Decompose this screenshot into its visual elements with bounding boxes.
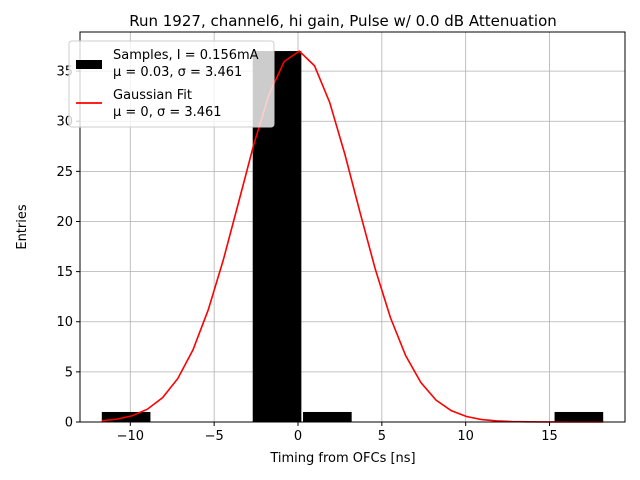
x-tick-label: 0 [294,429,302,444]
legend: Samples, I = 0.156mA μ = 0.03, σ = 3.461… [68,40,275,128]
y-tick-label: 25 [56,165,73,180]
x-tick-label: 5 [378,429,386,444]
y-axis-label: Entries [15,204,30,250]
plot-frame [79,31,626,423]
x-tick-label: −5 [205,429,224,444]
legend-samples-label: Samples, I = 0.156mA [113,48,259,63]
x-tick-label: 10 [457,429,474,444]
y-tick-label: 15 [56,265,73,280]
histogram-bar [303,411,352,422]
legend-fit-stats: μ = 0, σ = 3.461 [113,105,222,120]
legend-fit-label: Gaussian Fit [113,88,192,103]
chart-title: Run 1927, channel6, hi gain, Pulse w/ 0.… [129,12,557,30]
y-tick-label: 20 [56,215,73,230]
y-tick-label: 0 [65,416,73,431]
x-axis-label: Timing from OFCs [ns] [269,451,415,466]
x-axis-ticks: −10 −5 0 5 10 15 [117,422,558,444]
legend-samples-swatch [76,60,102,69]
histogram-bar [554,411,604,422]
legend-box [68,40,275,128]
y-tick-label: 5 [65,365,73,380]
x-tick-label: −10 [117,429,144,444]
y-tick-label: 10 [56,315,73,330]
x-tick-label: 15 [541,429,558,444]
legend-samples-stats: μ = 0.03, σ = 3.461 [113,65,242,80]
